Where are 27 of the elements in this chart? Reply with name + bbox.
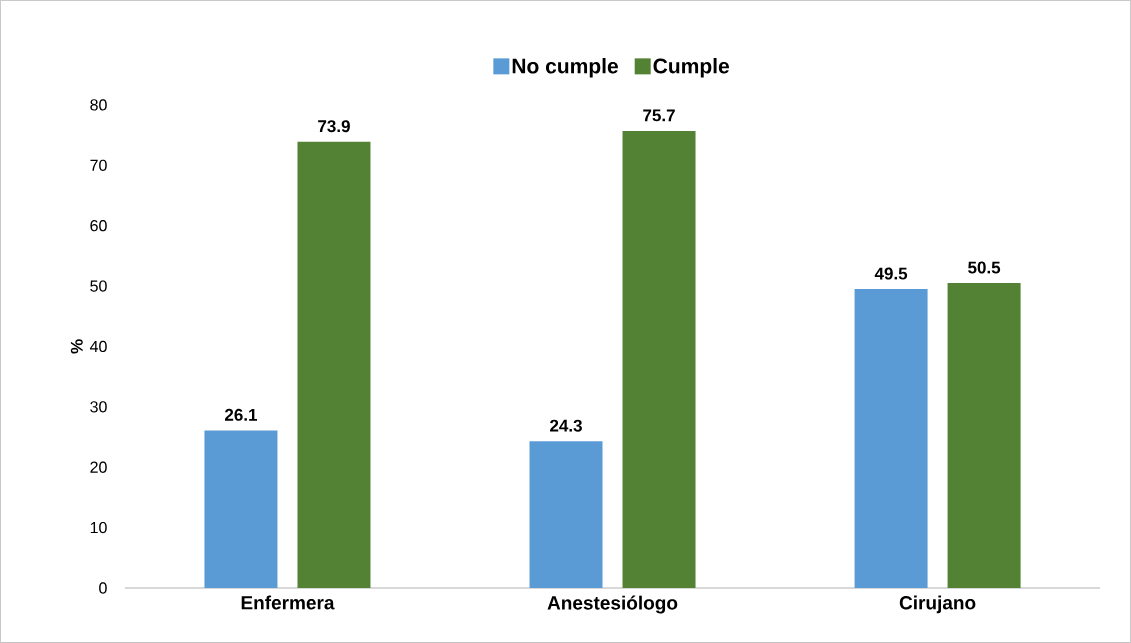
bar [204,430,278,589]
bar [622,130,696,589]
data-label: 50.5 [968,261,1001,274]
y-tick-label: 10 [90,521,107,534]
data-label: 75.7 [643,109,675,122]
x-tick-label: Enfermera [241,595,335,610]
legend-label: No cumple [512,58,618,78]
data-label: 73.9 [318,120,350,133]
x-tick-label: Anestesiólogo [547,595,678,614]
bar [297,141,371,589]
bar [854,289,928,589]
y-tick-label: 80 [90,99,107,111]
data-label: 24.3 [550,419,582,432]
x-tick-label: Cirujano [899,595,976,614]
y-tick-label: 40 [89,340,107,353]
bar [529,441,603,589]
data-label: 26.1 [225,408,258,421]
y-tick-label: 0 [99,582,107,594]
legend-label: Cumple [653,58,729,78]
y-tick-label: 20 [90,461,107,473]
data-label: 49.5 [874,267,908,280]
y-tick-label: 30 [90,401,107,413]
y-tick-label: 50 [90,280,107,292]
y-tick-label: 70 [90,159,107,172]
y-axis-title: % [70,339,83,354]
y-tick-label: 60 [90,220,107,232]
bar [947,283,1021,589]
